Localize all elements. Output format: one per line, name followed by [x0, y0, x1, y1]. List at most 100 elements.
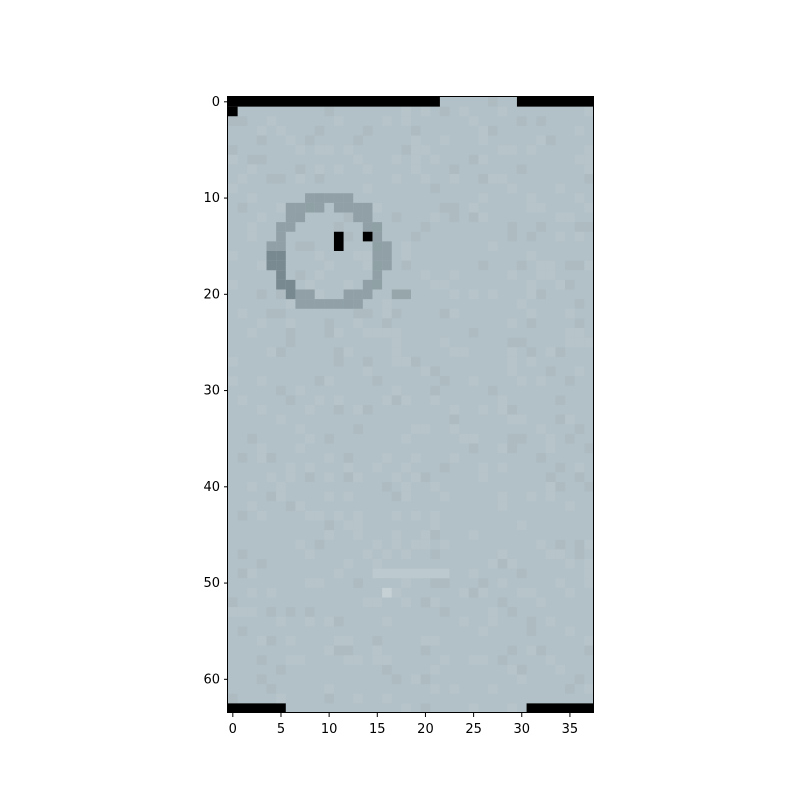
texture-pixel — [478, 260, 489, 271]
texture-pixel — [305, 279, 315, 290]
texture-pixel — [516, 433, 527, 444]
texture-pixel — [526, 356, 537, 367]
ring-pixel — [276, 260, 286, 271]
texture-pixel — [584, 260, 594, 271]
texture-pixel — [314, 125, 325, 136]
texture-pixel — [516, 299, 527, 309]
texture-pixel — [401, 116, 411, 126]
texture-pixel — [314, 289, 325, 300]
texture-pixel — [276, 174, 286, 184]
texture-pixel — [507, 183, 517, 194]
texture-pixel — [295, 424, 306, 434]
texture-pixel — [295, 385, 306, 396]
texture-pixel — [574, 231, 585, 242]
texture-pixel — [276, 482, 286, 492]
texture-pixel — [362, 597, 373, 608]
texture-pixel — [430, 395, 440, 405]
texture-pixel — [488, 385, 498, 396]
x-tick-label: 0 — [229, 722, 237, 737]
texture-pixel — [545, 491, 556, 502]
texture-pixel — [430, 212, 440, 223]
texture-pixel — [468, 433, 479, 444]
texture-pixel — [584, 337, 594, 348]
texture-pixel — [228, 116, 238, 126]
texture-pixel — [468, 376, 479, 386]
texture-pixel — [411, 424, 421, 434]
texture-pixel — [574, 472, 585, 482]
texture-pixel — [237, 549, 248, 559]
ring-pixel — [276, 251, 286, 261]
texture-pixel — [237, 202, 248, 213]
texture-pixel — [266, 684, 277, 694]
texture-pixel — [545, 135, 556, 146]
texture-pixel — [526, 145, 537, 155]
border-corner — [228, 106, 238, 117]
texture-pixel — [256, 260, 267, 271]
texture-pixel — [237, 395, 248, 405]
texture-pixel — [420, 222, 431, 232]
texture-pixel — [545, 482, 556, 492]
texture-pixel — [362, 356, 373, 367]
texture-pixel — [555, 231, 566, 242]
texture-pixel — [584, 684, 594, 694]
texture-pixel — [584, 568, 594, 579]
texture-pixel — [439, 106, 450, 117]
texture-pixel — [237, 626, 248, 636]
texture-pixel — [430, 530, 440, 540]
x-tick-label: 30 — [513, 722, 530, 737]
ring-pixel — [305, 289, 315, 300]
texture-pixel — [411, 154, 421, 165]
texture-pixel — [507, 145, 517, 155]
texture-pixel — [401, 356, 411, 367]
texture-pixel — [391, 356, 402, 367]
texture-pixel — [507, 645, 517, 656]
texture-pixel — [507, 318, 517, 328]
texture-pixel — [391, 510, 402, 521]
ring-pixel — [343, 299, 354, 309]
texture-pixel — [256, 674, 267, 685]
texture-pixel — [333, 222, 344, 232]
dark-mark — [333, 231, 344, 251]
ring-pixel — [353, 212, 363, 223]
texture-pixel — [247, 501, 257, 511]
texture-pixel — [411, 539, 421, 550]
texture-pixel — [478, 135, 489, 146]
light-streak — [372, 568, 450, 579]
texture-pixel — [516, 116, 527, 126]
texture-pixel — [305, 616, 315, 627]
texture-pixel — [285, 462, 296, 473]
texture-pixel — [420, 636, 431, 646]
texture-pixel — [526, 193, 537, 203]
texture-pixel — [324, 693, 334, 704]
texture-pixel — [314, 539, 325, 550]
texture-pixel — [488, 97, 498, 107]
texture-pixel — [439, 578, 450, 588]
texture-pixel — [507, 414, 517, 425]
ring-pixel — [353, 202, 363, 213]
texture-pixel — [228, 376, 238, 386]
texture-pixel — [333, 328, 344, 338]
texture-pixel — [449, 270, 460, 280]
texture-pixel — [468, 202, 479, 213]
texture-pixel — [295, 270, 306, 280]
y-tick-label: 60 — [203, 672, 220, 687]
texture-pixel — [411, 472, 421, 482]
texture-pixel — [362, 125, 373, 136]
texture-pixel — [459, 433, 469, 444]
texture-pixel — [314, 510, 325, 521]
texture-pixel — [516, 260, 527, 271]
texture-pixel — [372, 597, 383, 608]
texture-pixel — [411, 125, 421, 136]
x-tick-label: 25 — [465, 722, 482, 737]
ring-pixel — [362, 222, 373, 232]
ring-pixel — [285, 212, 296, 223]
texture-pixel — [488, 684, 498, 694]
texture-pixel — [584, 106, 594, 117]
texture-pixel — [430, 510, 440, 521]
texture-pixel — [382, 395, 392, 405]
texture-pixel — [285, 395, 296, 405]
texture-pixel — [536, 270, 546, 280]
texture-pixel — [237, 453, 248, 463]
texture-pixel — [256, 318, 267, 328]
texture-pixel — [478, 405, 489, 415]
